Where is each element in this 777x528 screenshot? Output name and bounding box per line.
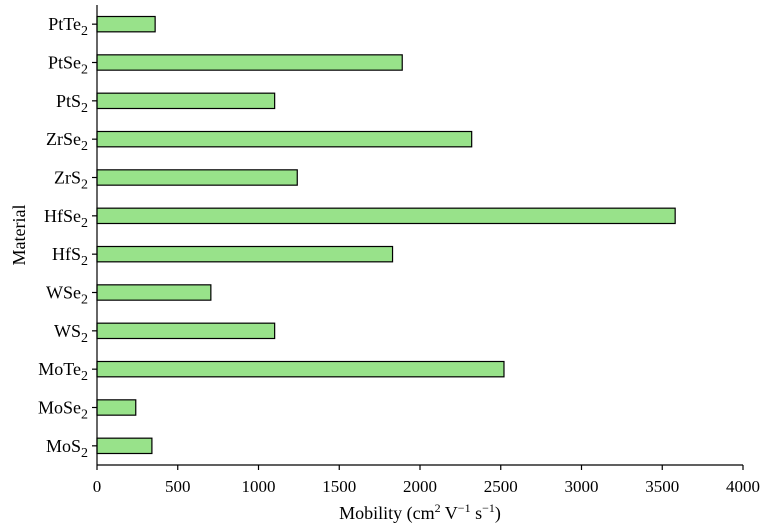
x-tick-label: 3500 — [645, 477, 679, 496]
x-tick-label: 1000 — [242, 477, 276, 496]
y-tick-label: ZrSe2 — [46, 129, 88, 154]
bar-mote2 — [96, 360, 505, 378]
x-tick-label: 3000 — [565, 477, 599, 496]
x-tick-label: 2000 — [403, 477, 437, 496]
bar-ptse2 — [96, 54, 403, 71]
bar-hfs2 — [96, 245, 394, 263]
x-tick-label: 500 — [165, 477, 191, 496]
y-tick-label: HfS2 — [52, 244, 88, 269]
x-axis-title: Mobility (cm2 V−1 s−1) — [339, 501, 501, 524]
y-tick-label: WS2 — [54, 321, 88, 346]
bar-mose2 — [96, 399, 137, 416]
y-tick-label: MoS2 — [46, 436, 88, 461]
x-tick-label: 0 — [93, 477, 102, 496]
y-tick-label: PtTe2 — [48, 14, 88, 39]
category-labels: MoS2 MoSe2 MoTe2 WS2 WSe2 HfS2 HfSe2 ZrS2 ZrSe2 P… — [38, 14, 97, 461]
y-tick-label: PtS2 — [56, 91, 88, 116]
bar-zrs2 — [96, 169, 298, 186]
x-tick-label: 2500 — [484, 477, 518, 496]
bars-group — [96, 15, 676, 455]
bar-zrse2 — [96, 130, 473, 148]
x-tick-label: 4000 — [726, 477, 760, 496]
y-axis-title: Material — [9, 205, 29, 266]
bar-ws2 — [96, 322, 276, 340]
bar-mos2 — [96, 437, 153, 455]
y-tick-label: MoTe2 — [38, 359, 88, 384]
bar-hfse2 — [96, 207, 676, 225]
x-tick-label: 1500 — [322, 477, 356, 496]
bar-pts2 — [96, 92, 276, 110]
bar-wse2 — [96, 284, 212, 301]
y-tick-label: MoSe2 — [38, 398, 88, 423]
y-tick-label: WSe2 — [46, 283, 88, 308]
y-tick-label: PtSe2 — [48, 53, 88, 78]
bar-ptte2 — [96, 15, 156, 33]
x-ticks: 0 500 1000 1500 2000 2500 3000 3500 4000 — [93, 465, 760, 496]
y-tick-label: HfSe2 — [44, 206, 88, 231]
y-tick-label: ZrS2 — [54, 168, 88, 193]
